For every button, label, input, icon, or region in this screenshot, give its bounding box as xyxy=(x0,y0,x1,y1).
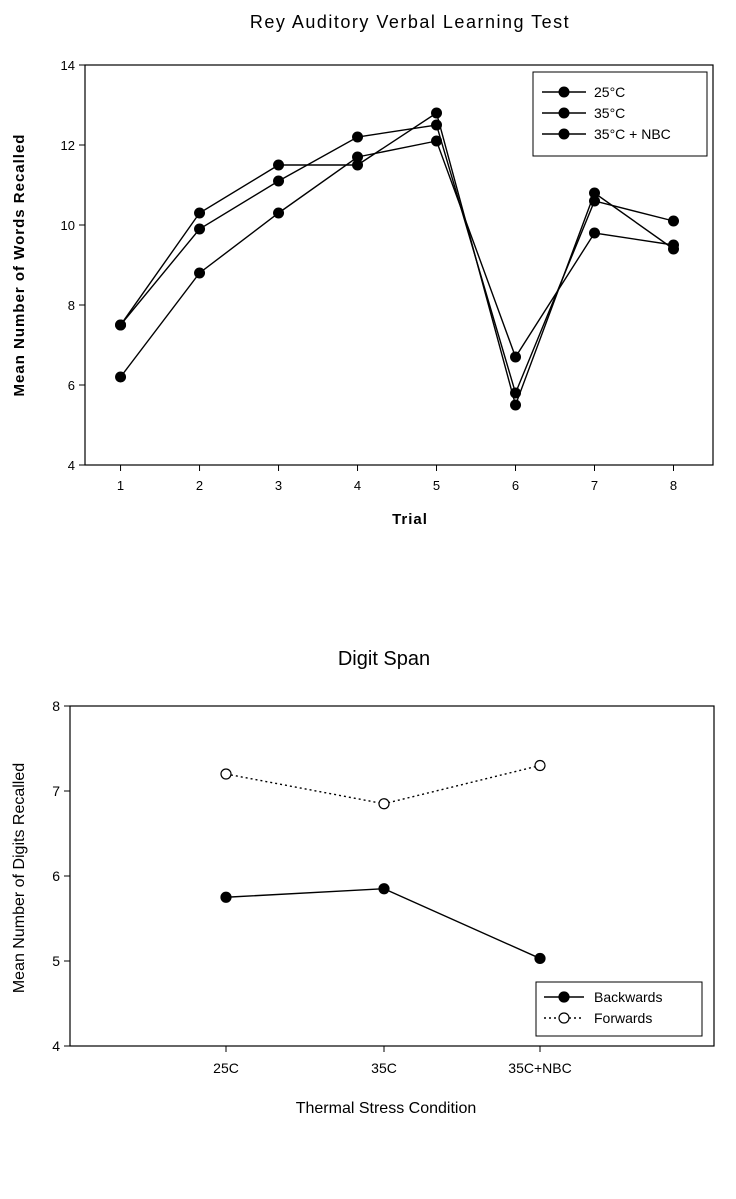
series-line-2 xyxy=(119,111,674,408)
data-point-series-3 xyxy=(589,227,601,239)
legend-box xyxy=(535,981,703,1037)
data-point-series-2 xyxy=(510,399,522,411)
series-group xyxy=(115,107,680,411)
y-tick-label: 8 xyxy=(68,298,75,313)
x-tick-label: 5 xyxy=(433,478,440,493)
data-point-series-2 xyxy=(115,319,127,331)
legend-marker xyxy=(558,991,570,1003)
y-tick-label: 14 xyxy=(61,58,75,73)
series-line-1 xyxy=(120,124,674,396)
x-tick-label: 35C+NBC xyxy=(508,1060,571,1076)
legend-marker xyxy=(558,128,570,140)
y-axis-label: Mean Number of Words Recalled xyxy=(11,134,28,397)
y-tick-label: 4 xyxy=(52,1038,60,1054)
data-point-series-1 xyxy=(273,175,285,187)
y-tick-label: 10 xyxy=(61,218,75,233)
data-point-series-3 xyxy=(668,239,680,251)
x-tick-label: 7 xyxy=(591,478,598,493)
y-tick-label: 6 xyxy=(68,378,75,393)
chart-digit-span: Digit Span 4 5 6 7 8 25C 35C 35C+NBC Mean Numb… xyxy=(11,648,715,1117)
data-point-series-3 xyxy=(431,135,443,147)
data-point-series-1 xyxy=(668,215,680,227)
data-point-series-3 xyxy=(273,207,285,219)
x-axis: 1 2 3 4 5 6 7 8 xyxy=(117,465,677,493)
y-tick-label: 12 xyxy=(61,138,75,153)
series-group xyxy=(220,759,546,965)
x-tick-label: 8 xyxy=(670,478,677,493)
legend-label: Backwards xyxy=(594,989,662,1005)
data-point-series-3 xyxy=(352,151,364,163)
x-axis-label: Thermal Stress Condition xyxy=(296,1100,477,1117)
y-tick-label: 4 xyxy=(68,458,75,473)
legend: 25°C 35°C 35°C + NBC xyxy=(532,71,708,157)
data-point-series-3 xyxy=(194,267,206,279)
data-point-series-2 xyxy=(352,159,364,171)
x-axis-label: Trial xyxy=(392,511,428,528)
y-axis-label: Mean Number of Digits Recalled xyxy=(11,763,28,993)
x-tick-label: 2 xyxy=(196,478,203,493)
data-point-series-1 xyxy=(510,387,522,399)
data-point-backwards xyxy=(220,891,232,903)
y-tick-label: 5 xyxy=(52,953,60,969)
data-point-series-1 xyxy=(194,223,206,235)
legend-label: 35°C xyxy=(594,105,625,121)
legend-label: 25°C xyxy=(594,84,625,100)
x-tick-label: 3 xyxy=(275,478,282,493)
data-point-forwards xyxy=(534,759,546,772)
data-point-series-2 xyxy=(431,107,443,119)
data-point-forwards xyxy=(378,798,390,810)
chart-title: Rey Auditory Verbal Learning Test xyxy=(250,12,570,32)
x-tick-label: 1 xyxy=(117,478,124,493)
data-point-series-2 xyxy=(273,159,285,171)
plot-area xyxy=(84,64,714,466)
data-point-series-1 xyxy=(431,119,443,131)
y-axis: 4 5 6 7 8 xyxy=(52,698,70,1054)
legend-label: 35°C + NBC xyxy=(594,126,671,142)
data-point-backwards xyxy=(534,952,546,965)
chart-title: Digit Span xyxy=(338,648,430,670)
x-tick-label: 6 xyxy=(512,478,519,493)
series-line-forwards xyxy=(225,764,541,805)
legend-marker xyxy=(558,86,570,98)
data-point-forwards xyxy=(220,768,232,780)
x-tick-label: 25C xyxy=(213,1060,239,1076)
data-point-backwards xyxy=(378,883,390,895)
chart-rey-avlt: Rey Auditory Verbal Learning Test 4 6 8 10 1… xyxy=(11,12,714,528)
data-point-series-1 xyxy=(352,131,364,143)
x-tick-label: 35C xyxy=(371,1060,397,1076)
series-line-3 xyxy=(119,140,674,378)
legend: Backwards Forwards xyxy=(535,981,703,1037)
x-tick-label: 4 xyxy=(354,478,361,493)
y-tick-label: 7 xyxy=(52,783,60,799)
legend-marker xyxy=(558,107,570,119)
y-tick-label: 8 xyxy=(52,698,60,714)
legend-marker xyxy=(558,1012,570,1024)
data-point-series-2 xyxy=(194,207,206,219)
data-point-series-2 xyxy=(589,187,601,199)
x-axis: 25C 35C 35C+NBC xyxy=(213,1046,572,1076)
series-line-backwards xyxy=(225,888,541,960)
y-axis: 4 6 8 10 12 14 xyxy=(61,58,85,473)
data-point-series-3 xyxy=(115,371,127,383)
y-tick-label: 6 xyxy=(52,868,60,884)
data-point-series-3 xyxy=(510,351,522,363)
legend-label: Forwards xyxy=(594,1010,652,1026)
data-point-series-1 xyxy=(589,195,601,207)
